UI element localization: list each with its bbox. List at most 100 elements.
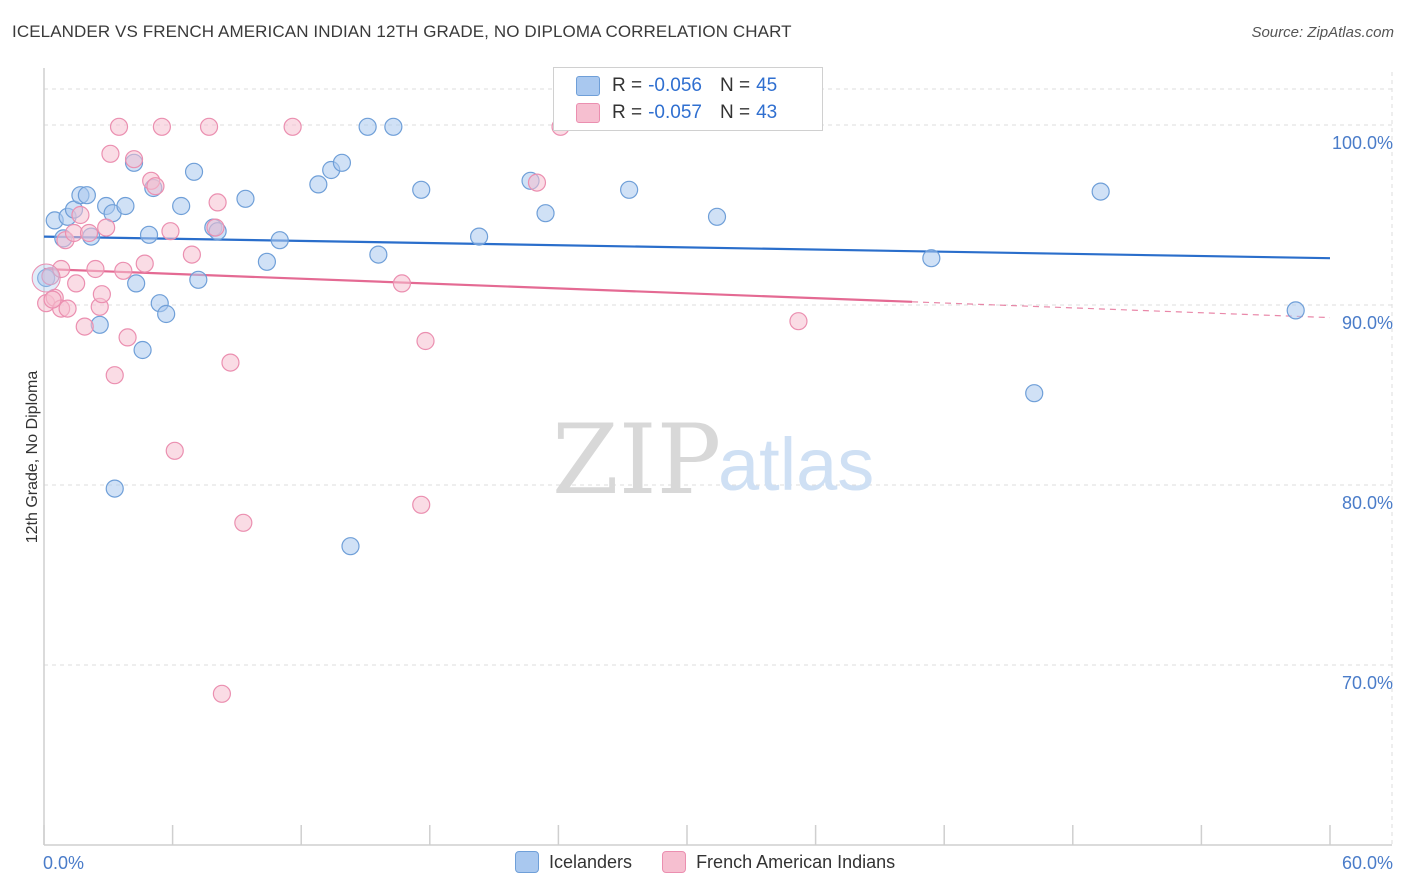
legend-swatch-blue [576, 76, 600, 96]
icelander-point [139, 225, 159, 244]
icelander-point [257, 252, 277, 271]
icelander-point [384, 117, 403, 136]
icelander-point [90, 315, 109, 334]
x-tick-label: 0.0% [43, 853, 84, 873]
legend-n-label: N = [719, 75, 751, 96]
icelander-point [332, 153, 352, 172]
icelander-point [184, 162, 204, 181]
y-tick-label: 70.0% [1342, 673, 1393, 693]
y-tick-label: 90.0% [1342, 313, 1393, 333]
french-american-indian-point [58, 299, 77, 318]
data-points [31, 117, 1305, 703]
french-american-indian-point [43, 290, 62, 309]
trend-lines [43, 235, 1331, 319]
icelander-point [620, 180, 639, 199]
french-american-indian-point [52, 259, 71, 279]
icelander-point [77, 186, 96, 205]
bottom-legend-icelanders: Icelanders [549, 851, 633, 872]
french-american-indian-point [161, 222, 180, 241]
french-american-indian-point [135, 254, 154, 273]
icelander-point [922, 249, 941, 268]
french-american-indian-point [283, 117, 302, 136]
y-tick-label: 100.0% [1332, 133, 1393, 153]
french-american-indian-point [165, 441, 184, 460]
french-american-indian-point [182, 245, 201, 264]
french-american-indian-point [234, 513, 253, 532]
icelander-point [309, 175, 328, 194]
french-american-indian-point [208, 193, 227, 212]
bottom-legend-french-american-indians: French American Indians [696, 851, 896, 872]
axes [43, 68, 1392, 846]
icelander-point [189, 270, 208, 289]
french-american-indian-point [199, 117, 219, 136]
cluster-point [31, 263, 61, 293]
legend-row-french-american-indians: R = -0.057 N = 43 [576, 101, 777, 125]
legend-n-value: 45 [756, 75, 778, 96]
icelander-point [133, 340, 152, 360]
icelander-point [127, 274, 146, 293]
icelander-point [1025, 384, 1044, 403]
bottom-legend-swatch-pink [662, 851, 687, 873]
legend-r-value: -0.056 [648, 75, 702, 96]
icelander-point [369, 245, 388, 264]
french-american-indian-point [206, 218, 225, 237]
french-american-indian-point [789, 312, 808, 331]
legend-n-value: 43 [756, 102, 778, 123]
tick-labels: 70.0% 80.0% 90.0% 100.0% 0.0% 60.0% [43, 133, 1393, 873]
icelander-point [469, 227, 489, 246]
french-american-indian-point [67, 274, 86, 293]
french-american-indian-point [86, 259, 105, 279]
icelander-point [157, 304, 176, 324]
french-american-indian-point [79, 223, 99, 243]
french-american-indian-point [92, 285, 111, 304]
french-american-indian-point [71, 205, 90, 225]
icelander-point [270, 231, 289, 250]
legend-r-label: R = [612, 102, 643, 123]
french-american-indian-trend-extension [912, 301, 1331, 319]
icelander-point [412, 180, 431, 199]
french-american-indian-point [416, 331, 435, 351]
french-american-indian-point [146, 177, 165, 196]
legend: R = -0.056 N = 45 R = -0.057 N = 43 [553, 67, 823, 131]
french-american-indian-point [412, 495, 431, 514]
icelander-point [707, 207, 727, 226]
legend-swatch-pink [576, 103, 600, 123]
icelander-trend-line [43, 235, 1331, 260]
french-american-indian-point [124, 150, 144, 169]
french-american-indian-point [152, 117, 171, 136]
bottom-legend-swatch-blue [515, 851, 539, 873]
icelander-point [1091, 182, 1110, 201]
french-american-indian-point [527, 173, 547, 192]
source-label: Source: ZipAtlas.com [1251, 24, 1394, 41]
icelander-point [341, 537, 360, 556]
icelander-point [172, 196, 191, 216]
legend-row-icelanders: R = -0.056 N = 45 [576, 74, 777, 98]
french-american-indian-point [109, 117, 129, 136]
french-american-indian-point [118, 328, 137, 347]
y-tick-label: 80.0% [1342, 493, 1393, 513]
french-american-indian-point [114, 261, 133, 280]
french-american-indian-trend-line [43, 267, 913, 303]
chart-title: ICELANDER VS FRENCH AMERICAN INDIAN 12TH… [12, 22, 792, 41]
watermark-atlas: atlas [718, 423, 874, 506]
icelander-point [236, 189, 255, 208]
y-axis-label: 12th Grade, No Diploma [24, 371, 41, 544]
french-american-indian-point [392, 274, 412, 293]
legend-n-label: N = [719, 102, 751, 123]
french-american-indian-point [105, 366, 124, 385]
icelander-point [1286, 301, 1305, 320]
french-american-indian-point [75, 317, 94, 336]
icelander-point [358, 117, 377, 136]
icelander-point [105, 479, 124, 498]
french-american-indian-point [221, 353, 240, 372]
bottom-legend: Icelanders French American Indians [515, 851, 895, 873]
french-american-indian-point [212, 684, 231, 703]
x-tick-label: 60.0% [1342, 853, 1393, 873]
icelander-point [536, 204, 555, 223]
watermark: ZIP atlas [552, 404, 874, 516]
watermark-zip: ZIP [552, 404, 721, 516]
legend-r-value: -0.057 [648, 102, 702, 123]
french-american-indian-point [97, 218, 116, 237]
french-american-indian-point [101, 144, 120, 163]
